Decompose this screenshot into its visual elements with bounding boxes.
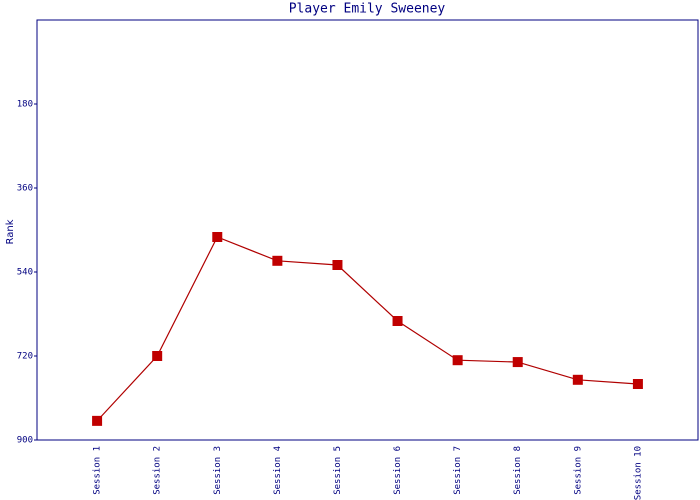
x-tick-label: Session 2 [153,446,163,495]
data-point [212,232,223,242]
x-tick-label: Session 7 [453,446,463,495]
x-tick-label: Session 9 [573,446,583,495]
y-axis-label: Rank [5,219,16,244]
x-tick-label: Session 5 [333,446,343,495]
x-tick-label: Session 6 [393,446,403,495]
data-point [92,415,103,426]
chart-title: Player Emily Sweeney [289,2,446,17]
data-point [452,355,463,366]
y-tick-label: 900 [17,436,33,446]
data-point [152,351,163,361]
data-point [572,374,583,385]
series-line [96,236,638,422]
x-tick-label: Session 10 [633,446,643,500]
data-point [332,260,343,270]
x-tick-label: Session 1 [93,446,103,495]
x-tick-label: Session 4 [273,446,283,495]
x-tick-label: Session 8 [513,446,523,495]
x-tick-label: Session 3 [213,446,223,495]
data-point [392,316,403,326]
data-point [632,379,643,389]
y-tick-label: 180 [17,100,33,110]
y-tick-label: 540 [17,268,33,278]
y-tick-label: 360 [17,184,33,194]
y-tick-label: 720 [17,352,33,362]
plot-frame [36,19,699,441]
data-point [512,357,523,368]
data-point [272,255,283,266]
